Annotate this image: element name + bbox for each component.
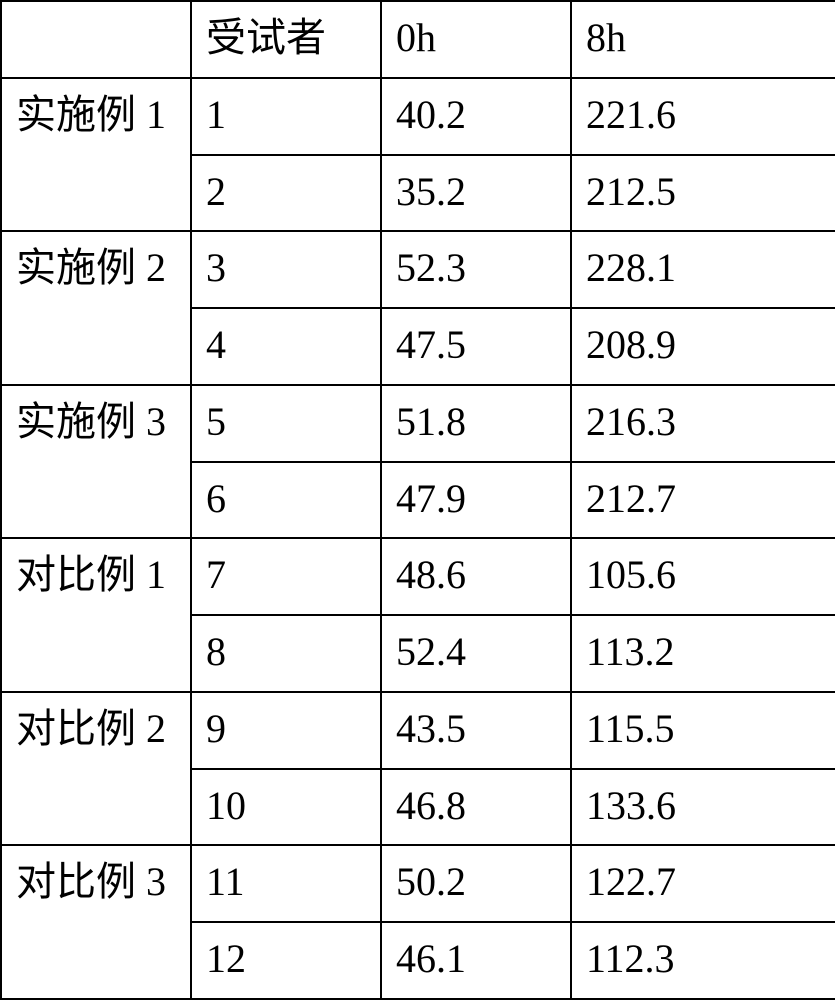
cell-subject: 2 xyxy=(191,155,381,232)
cell-8h: 113.2 xyxy=(571,615,835,692)
group-label: 对比例 1 xyxy=(1,538,191,692)
cell-subject: 6 xyxy=(191,462,381,539)
cell-8h: 212.7 xyxy=(571,462,835,539)
cell-subject: 3 xyxy=(191,231,381,308)
header-blank xyxy=(1,1,191,78)
table-row: 实施例 2 3 52.3 228.1 xyxy=(1,231,835,308)
table-row: 实施例 3 5 51.8 216.3 xyxy=(1,385,835,462)
cell-8h: 133.6 xyxy=(571,769,835,846)
data-table: 受试者 0h 8h 实施例 1 1 40.2 221.6 2 35.2 212.… xyxy=(0,0,835,1000)
table-row: 对比例 1 7 48.6 105.6 xyxy=(1,538,835,615)
cell-subject: 10 xyxy=(191,769,381,846)
cell-8h: 216.3 xyxy=(571,385,835,462)
table-row: 对比例 3 11 50.2 122.7 xyxy=(1,845,835,922)
group-label: 实施例 2 xyxy=(1,231,191,385)
cell-8h: 105.6 xyxy=(571,538,835,615)
cell-0h: 52.4 xyxy=(381,615,571,692)
cell-subject: 4 xyxy=(191,308,381,385)
cell-0h: 35.2 xyxy=(381,155,571,232)
cell-0h: 43.5 xyxy=(381,692,571,769)
group-label: 实施例 3 xyxy=(1,385,191,539)
cell-subject: 11 xyxy=(191,845,381,922)
cell-0h: 48.6 xyxy=(381,538,571,615)
cell-subject: 9 xyxy=(191,692,381,769)
cell-0h: 52.3 xyxy=(381,231,571,308)
cell-8h: 122.7 xyxy=(571,845,835,922)
cell-8h: 221.6 xyxy=(571,78,835,155)
cell-8h: 228.1 xyxy=(571,231,835,308)
header-8h: 8h xyxy=(571,1,835,78)
cell-subject: 8 xyxy=(191,615,381,692)
header-0h: 0h xyxy=(381,1,571,78)
cell-subject: 5 xyxy=(191,385,381,462)
cell-8h: 208.9 xyxy=(571,308,835,385)
cell-0h: 47.5 xyxy=(381,308,571,385)
table-row: 对比例 2 9 43.5 115.5 xyxy=(1,692,835,769)
group-label: 实施例 1 xyxy=(1,78,191,232)
cell-8h: 115.5 xyxy=(571,692,835,769)
table-row: 实施例 1 1 40.2 221.6 xyxy=(1,78,835,155)
cell-subject: 7 xyxy=(191,538,381,615)
cell-subject: 1 xyxy=(191,78,381,155)
cell-0h: 51.8 xyxy=(381,385,571,462)
cell-0h: 46.1 xyxy=(381,922,571,999)
cell-8h: 112.3 xyxy=(571,922,835,999)
header-subject: 受试者 xyxy=(191,1,381,78)
cell-0h: 46.8 xyxy=(381,769,571,846)
group-label: 对比例 3 xyxy=(1,845,191,999)
cell-0h: 40.2 xyxy=(381,78,571,155)
table-header-row: 受试者 0h 8h xyxy=(1,1,835,78)
cell-0h: 47.9 xyxy=(381,462,571,539)
cell-8h: 212.5 xyxy=(571,155,835,232)
cell-subject: 12 xyxy=(191,922,381,999)
group-label: 对比例 2 xyxy=(1,692,191,846)
cell-0h: 50.2 xyxy=(381,845,571,922)
